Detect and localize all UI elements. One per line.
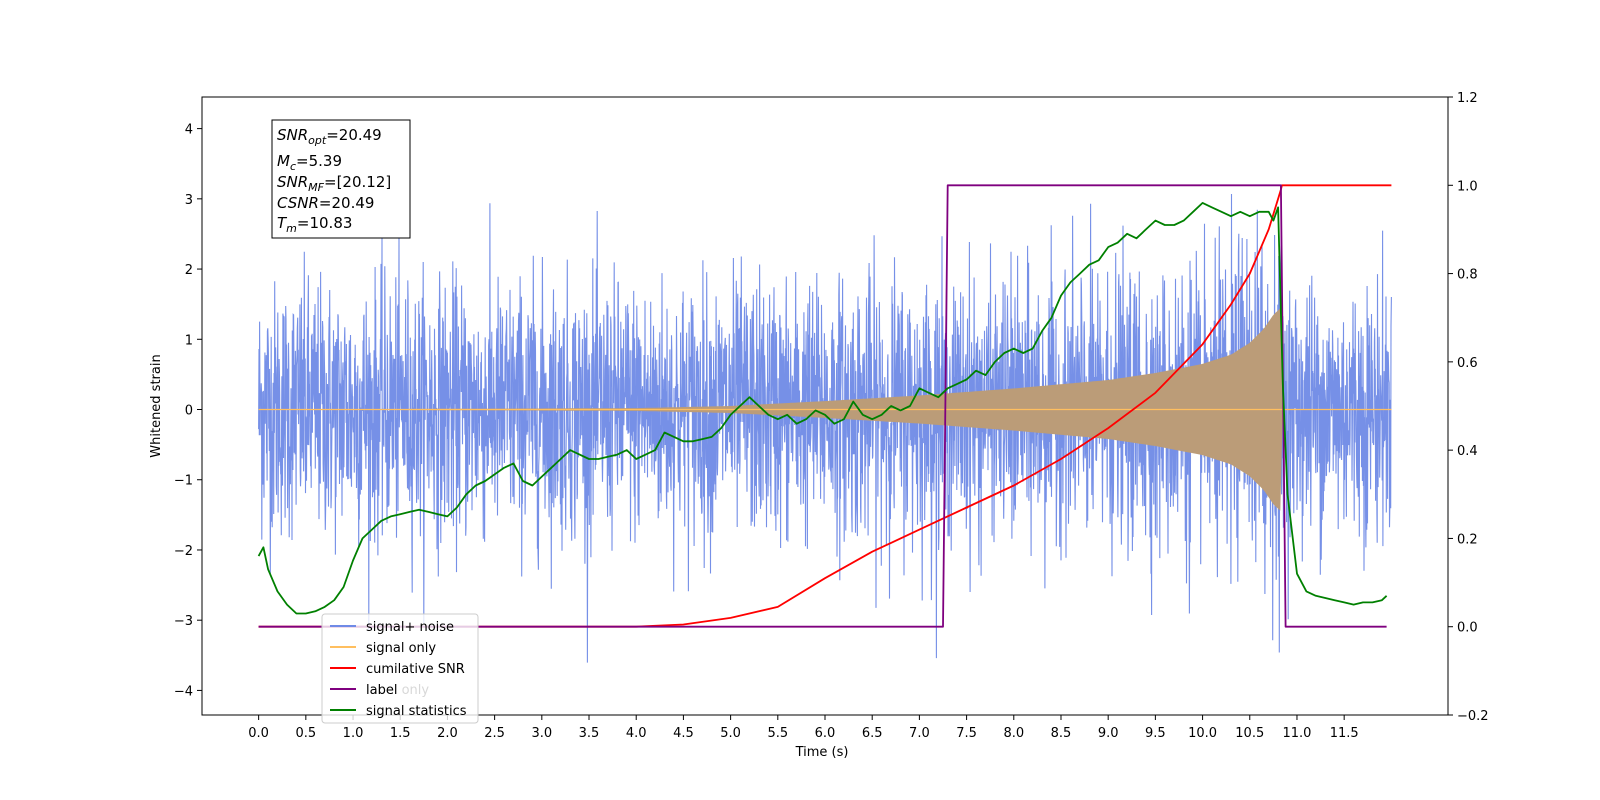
- y-axis-title: Whitened strain: [149, 354, 164, 457]
- y-left-tick-label: 4: [185, 123, 193, 138]
- y-right-tick-label: 0.0: [1457, 621, 1478, 636]
- x-tick-label: 11.0: [1282, 726, 1311, 741]
- x-tick-label: 0.5: [295, 726, 316, 741]
- info-box-frame: [271, 119, 411, 239]
- y-axis-left: −4 −3 −2 −1 0 1 2 3 4: [174, 123, 202, 699]
- legend-label-label-only: label only: [366, 683, 429, 698]
- y-right-tick-label: 0.8: [1457, 268, 1478, 283]
- legend-label-signal-statistics: signal statistics: [366, 704, 467, 719]
- x-tick-label: 4.0: [626, 726, 647, 741]
- x-tick-label: 8.5: [1051, 726, 1072, 741]
- y-right-tick-label: 0.6: [1457, 356, 1478, 371]
- x-tick-label: 5.0: [720, 726, 741, 741]
- y-left-tick-label: 1: [185, 333, 193, 348]
- info-tm: Tm=10.83: [277, 214, 352, 235]
- y-right-tick-label: 0.4: [1457, 444, 1478, 459]
- legend-label-signal-only: signal only: [366, 641, 436, 656]
- y-left-tick-label: −1: [174, 474, 193, 489]
- x-axis: 0.0 0.5 1.0 1.5 2.0 2.5 3.0 3.5 4.0 4.5 5.0 5.5 6.0 6…: [248, 715, 1359, 741]
- x-tick-label: 11.5: [1330, 726, 1359, 741]
- y-left-tick-label: −4: [174, 684, 193, 699]
- x-tick-label: 3.0: [531, 726, 552, 741]
- x-tick-label: 5.5: [767, 726, 788, 741]
- y-left-tick-label: 0: [185, 404, 193, 419]
- x-tick-label: 9.0: [1098, 726, 1119, 741]
- x-tick-label: 10.0: [1188, 726, 1217, 741]
- x-tick-label: 2.0: [437, 726, 458, 741]
- x-tick-label: 7.5: [956, 726, 977, 741]
- y-left-tick-label: −3: [174, 614, 193, 629]
- y-axis-right: −0.2 0.0 0.2 0.4 0.6 0.8 1.0 1.2: [1448, 91, 1489, 724]
- x-tick-label: 7.0: [909, 726, 930, 741]
- legend-label-label: label: [366, 683, 397, 698]
- x-tick-label: 10.5: [1235, 726, 1264, 741]
- legend-frame: [321, 613, 479, 724]
- info-snr-mf: SNRMF=[20.12]: [277, 173, 391, 194]
- x-tick-label: 2.5: [484, 726, 505, 741]
- y-right-tick-label: 0.2: [1457, 532, 1478, 547]
- y-right-tick-label: −0.2: [1457, 709, 1489, 724]
- info-mc: Mc=5.39: [277, 152, 342, 173]
- y-right-tick-label: 1.0: [1457, 179, 1478, 194]
- x-tick-label: 6.5: [862, 726, 883, 741]
- y-left-tick-label: 3: [185, 193, 193, 208]
- x-axis-title: Time (s): [795, 745, 849, 760]
- series-cumilative-snr: [258, 184, 1392, 628]
- info-csnr: CSNR=20.49: [277, 194, 374, 212]
- x-tick-label: 1.5: [390, 726, 411, 741]
- x-tick-label: 9.5: [1145, 726, 1166, 741]
- y-left-tick-label: −2: [174, 544, 193, 559]
- x-tick-label: 1.0: [343, 726, 364, 741]
- info-snr-opt: SNRopt=20.49: [277, 126, 382, 147]
- series-signal-statistics: [257, 202, 1388, 615]
- y-right-tick-label: 1.2: [1457, 91, 1478, 106]
- x-tick-label: 4.5: [673, 726, 694, 741]
- plot-area: [257, 184, 1392, 663]
- x-tick-label: 6.0: [815, 726, 836, 741]
- x-tick-label: 0.0: [248, 726, 269, 741]
- series-label: [258, 184, 1387, 628]
- info-box: SNRopt=20.49 Mc=5.39 SNRMF=[20.12] CSNR=…: [271, 119, 411, 239]
- legend-label-cumilative-snr: cumilative SNR: [366, 662, 465, 677]
- x-tick-label: 8.0: [1003, 726, 1024, 741]
- x-tick-label: 3.5: [579, 726, 600, 741]
- legend-label-signal-noise: signal+ noise: [366, 620, 454, 635]
- legend: signal+ noise signal only cumilative SNR…: [321, 613, 479, 724]
- y-left-tick-label: 2: [185, 263, 193, 278]
